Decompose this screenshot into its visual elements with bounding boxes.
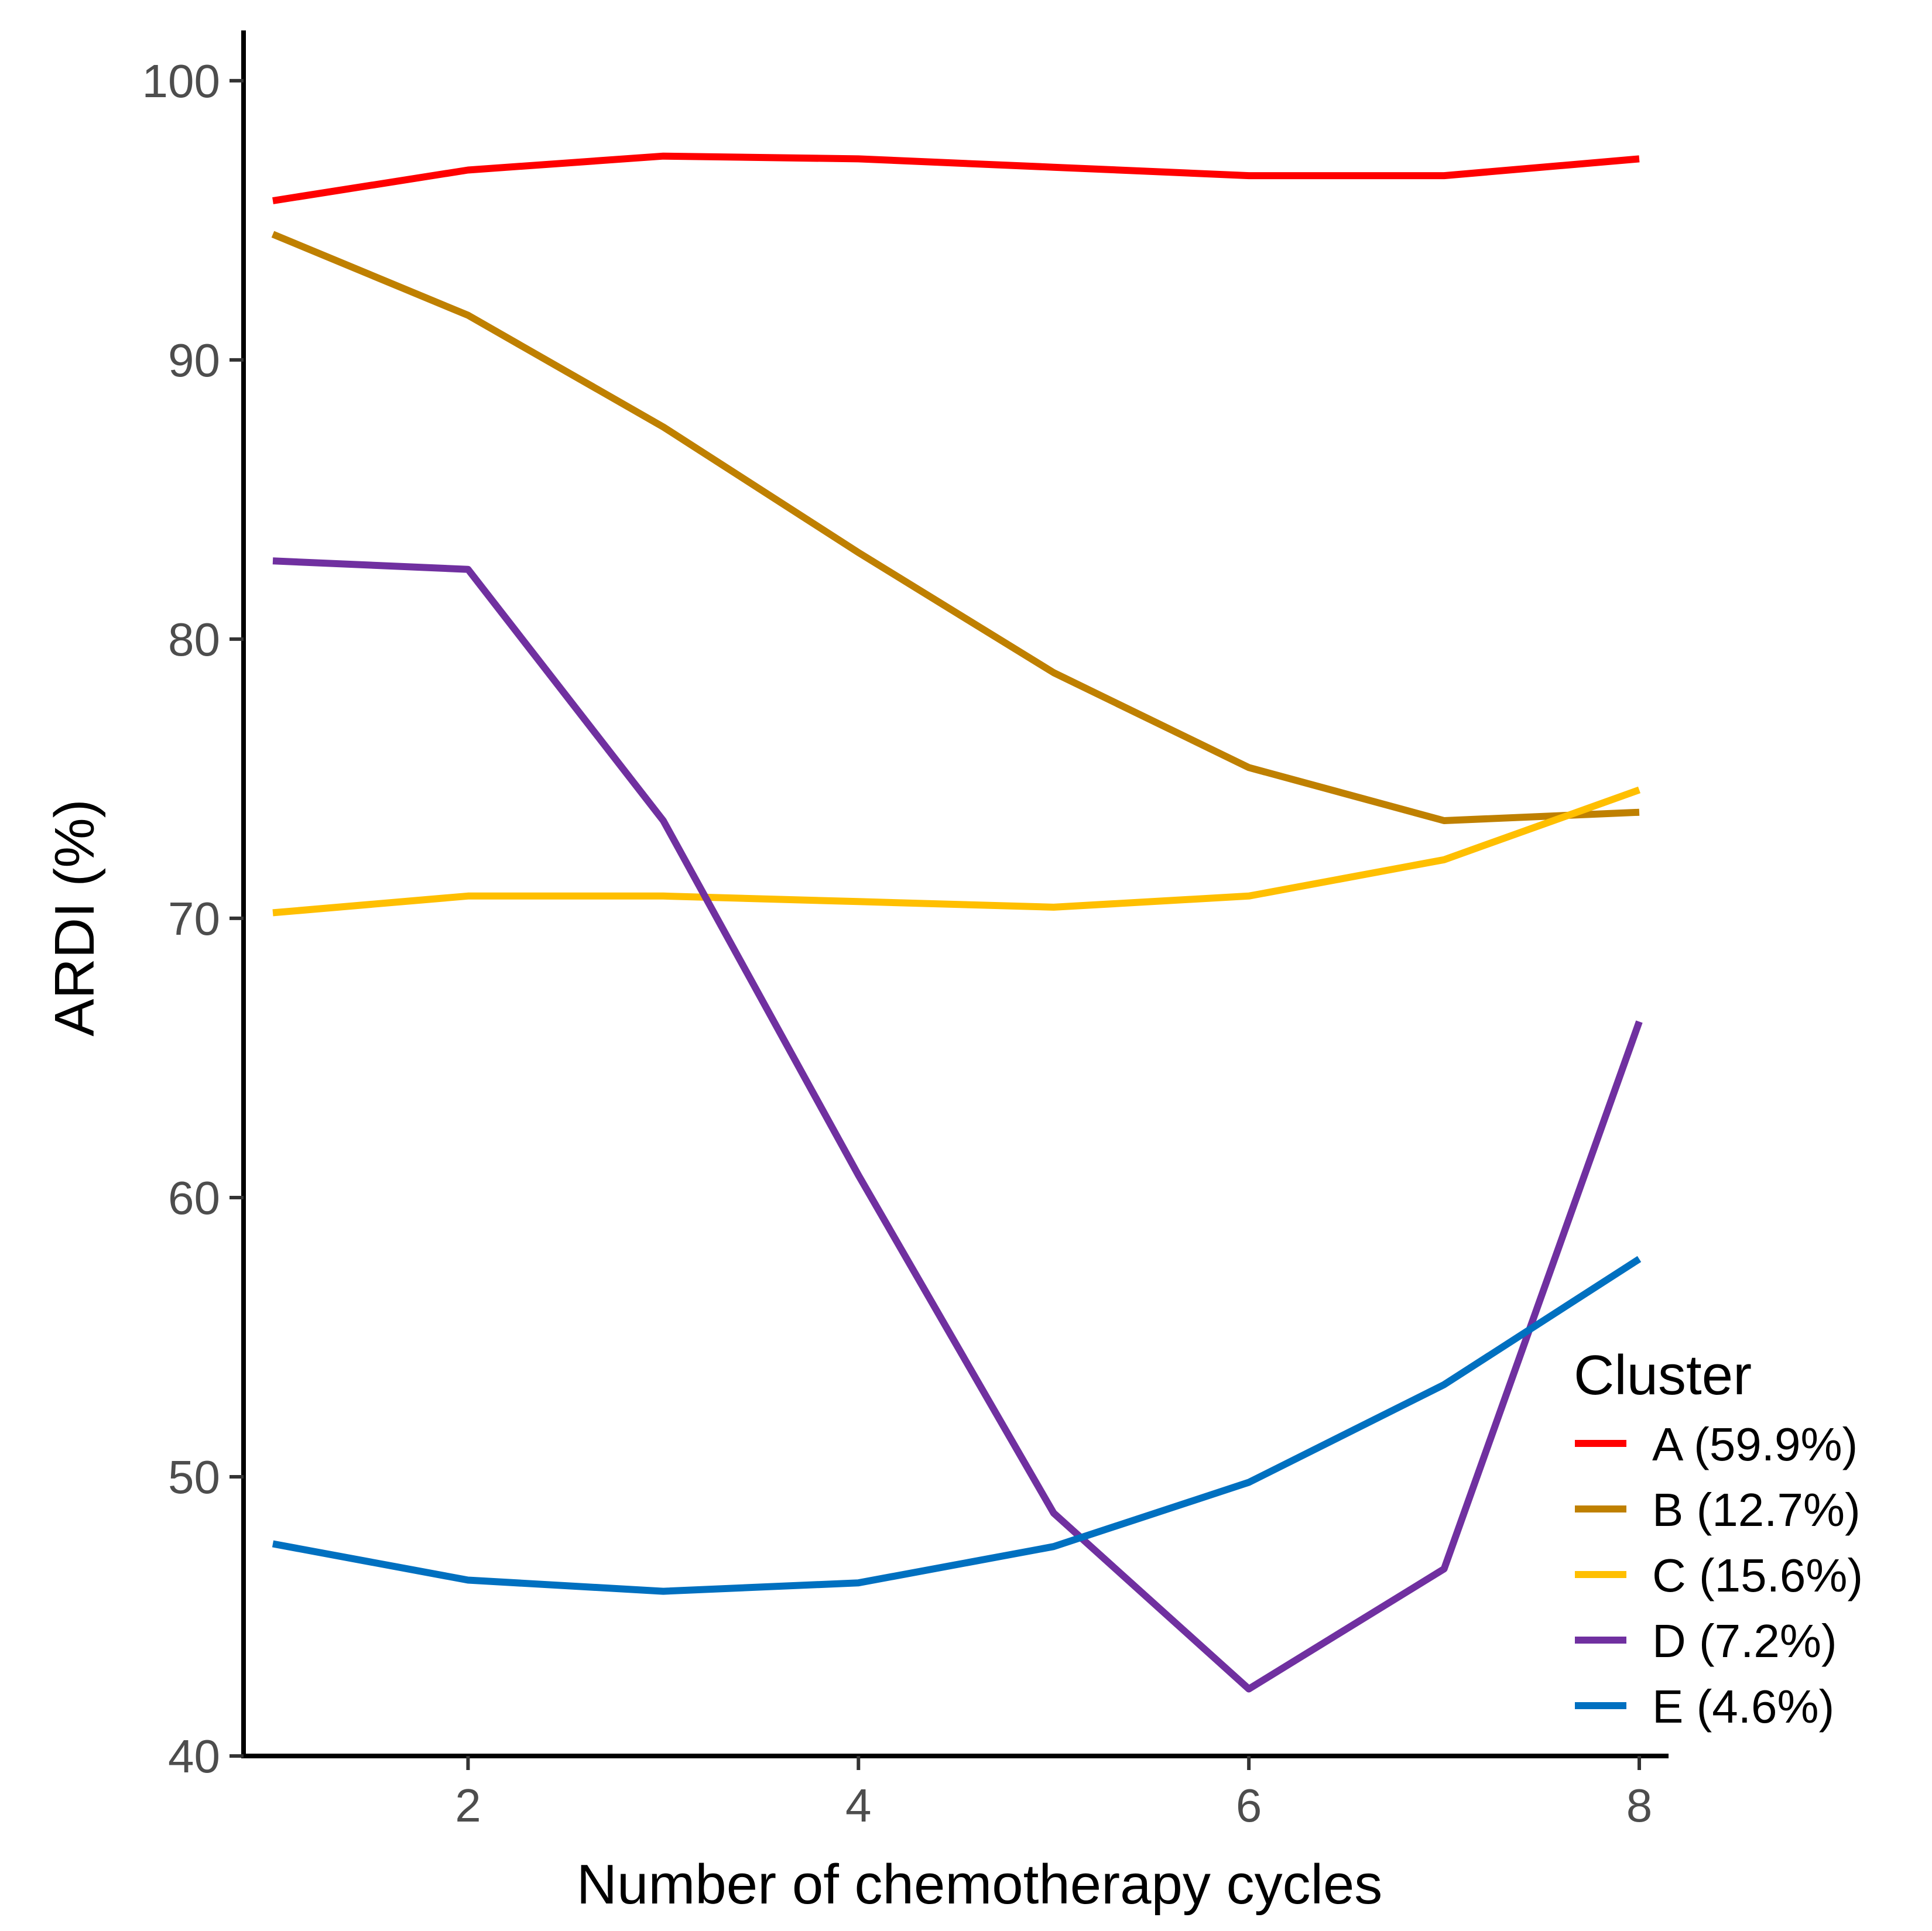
x-tick-label: 8 — [1626, 1779, 1653, 1831]
y-tick-label: 80 — [168, 613, 220, 666]
y-tick-label: 100 — [142, 55, 220, 107]
legend-label-d: D (7.2%) — [1652, 1615, 1837, 1667]
x-tick-label: 4 — [845, 1779, 872, 1831]
y-tick-label: 70 — [168, 893, 220, 945]
y-tick-label: 60 — [168, 1172, 220, 1224]
legend-label-c: C (15.6%) — [1652, 1549, 1863, 1601]
y-tick-label: 90 — [168, 334, 220, 386]
legend-label-b: B (12.7%) — [1652, 1484, 1861, 1536]
series-line-b — [271, 231, 1640, 824]
legend-title: Cluster — [1574, 1344, 1752, 1407]
y-axis-title: ARDI (%) — [43, 799, 106, 1036]
y-tick-label: 40 — [168, 1730, 220, 1782]
x-axis-ticks: 2 4 6 8 — [455, 1756, 1652, 1831]
legend-items: A (59.9%) B (12.7%) C (15.6%) D (7.2%) E (4.… — [1575, 1418, 1863, 1733]
series-line-d — [272, 557, 1643, 1693]
x-axis-title: Number of chemotherapy cycles — [577, 1853, 1383, 1916]
legend-label-a: A (59.9%) — [1652, 1418, 1858, 1470]
legend-label-e: E (4.6%) — [1652, 1680, 1834, 1733]
series-line-c — [272, 786, 1641, 917]
x-tick-label: 6 — [1236, 1779, 1262, 1831]
series-line-e — [272, 1256, 1642, 1595]
series-line-a — [272, 152, 1640, 204]
x-tick-label: 2 — [455, 1779, 481, 1831]
y-tick-label: 50 — [168, 1451, 220, 1503]
series-layer — [271, 152, 1643, 1693]
axes-layer: 40 50 60 70 80 90 100 2 4 6 8 Number of chemother… — [43, 30, 1669, 1916]
legend: Cluster A (59.9%) B (12.7%) C (15.6%) D (7.… — [1574, 1344, 1863, 1733]
y-axis-ticks: 40 50 60 70 80 90 100 — [142, 55, 244, 1782]
